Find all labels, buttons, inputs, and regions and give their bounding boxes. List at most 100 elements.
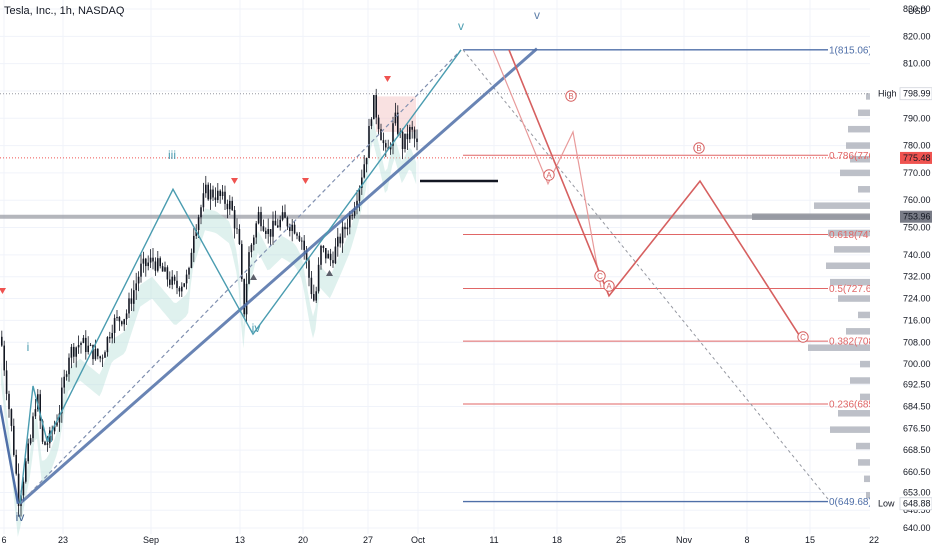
candle-body xyxy=(32,416,34,439)
candle-body xyxy=(46,443,49,445)
volume-profile-bar xyxy=(846,328,870,335)
correction-label-circle xyxy=(543,169,555,181)
price-tick-label: 646.50 xyxy=(903,505,931,515)
candle-body xyxy=(226,203,229,210)
candle-body xyxy=(327,253,329,259)
candle-body xyxy=(253,237,255,245)
last-price-text: 775.48 xyxy=(903,153,931,163)
candle-body xyxy=(303,240,305,250)
candle-body xyxy=(214,197,217,200)
volume-profile-bar xyxy=(858,459,870,466)
time-tick-label: 15 xyxy=(805,535,815,545)
fib-level-label: 0.236(685.40) xyxy=(829,399,891,410)
candle-body xyxy=(409,126,411,140)
candle-body xyxy=(73,346,75,357)
candle-body xyxy=(375,95,377,118)
fib-level-label: 1(815.06) xyxy=(829,45,872,56)
candle-body xyxy=(289,226,291,232)
volume-profile-bar xyxy=(864,475,870,483)
volume-profile-bar xyxy=(858,311,870,319)
candle-body xyxy=(121,321,123,325)
candle-body xyxy=(207,184,209,200)
candle-body xyxy=(320,245,322,265)
candle-body xyxy=(5,370,8,394)
candle-body xyxy=(104,352,106,358)
price-tick-label: 676.50 xyxy=(903,423,931,433)
correction-label-circle xyxy=(594,270,606,282)
candle-body xyxy=(3,345,5,371)
candle-body xyxy=(209,189,212,200)
last-price-tag xyxy=(900,151,932,164)
candle-body xyxy=(25,461,27,482)
candle-body xyxy=(370,119,373,126)
candle-body xyxy=(197,217,200,230)
time-tick-label: 27 xyxy=(363,535,373,545)
volume-profile-bar xyxy=(866,491,870,499)
candle-body xyxy=(274,220,277,226)
fib-level-label: 0.5(727.69) xyxy=(829,284,880,295)
channel-dashed-line xyxy=(19,49,462,504)
candle-body xyxy=(231,200,233,211)
price-tick-label: 724.00 xyxy=(903,294,931,304)
candle-body xyxy=(202,193,205,208)
correction-label-C: C xyxy=(800,333,806,342)
time-axis[interactable]: 6 23 Sep 13 20 27 Oct 11 18 25 Nov 8 15 22 xyxy=(1,535,879,545)
candle-body xyxy=(106,337,109,353)
candle-body xyxy=(404,133,406,149)
candle-body xyxy=(269,229,272,237)
candle-body xyxy=(416,138,418,143)
candle-body xyxy=(322,245,325,249)
candle-body xyxy=(113,318,116,333)
fib-level-label: 0(649.68) xyxy=(829,497,872,508)
candle-body xyxy=(339,236,341,244)
candle-body xyxy=(49,430,51,444)
candle-body xyxy=(281,212,284,220)
candle-body xyxy=(205,184,207,194)
price-tick-label: 660.50 xyxy=(903,467,931,477)
extreme-price-text: 798.99 xyxy=(903,89,931,99)
candle-body xyxy=(380,129,382,141)
candle-body xyxy=(118,316,121,322)
candle-body xyxy=(385,143,387,148)
candle-body xyxy=(272,220,274,237)
candle-body xyxy=(61,387,63,414)
time-tick-label: 6 xyxy=(1,535,6,545)
price-axis[interactable]: 640.00 646.50 653.00 660.50 668.50 676.50 684.… xyxy=(870,0,932,550)
candle-body xyxy=(349,214,351,228)
candle-body xyxy=(219,190,221,197)
time-tick-label: 20 xyxy=(298,535,308,545)
candle-body xyxy=(277,225,279,228)
candle-body xyxy=(368,125,370,158)
candle-body xyxy=(286,217,289,227)
level-price-text: 753.96 xyxy=(903,212,931,222)
candle-body xyxy=(109,337,111,339)
candle-body xyxy=(183,283,185,287)
reference-lines xyxy=(0,93,870,219)
candle-body xyxy=(361,177,363,189)
extreme-price-tag-label: High xyxy=(878,89,897,99)
candle-body xyxy=(39,394,41,421)
grid-lines xyxy=(0,0,875,534)
volume-profile-bar xyxy=(850,155,870,163)
candle-body xyxy=(99,356,101,359)
time-tick-label: 18 xyxy=(552,535,562,545)
candle-body xyxy=(341,226,344,244)
volume-profile-bar xyxy=(828,229,870,237)
candle-body xyxy=(377,117,380,130)
candle-body xyxy=(305,249,308,261)
candle-body xyxy=(224,191,226,204)
price-tick-label: 830.00 xyxy=(903,4,931,14)
extreme-price-tag xyxy=(899,497,932,511)
candle-body xyxy=(284,212,286,218)
price-tick-label: 684.50 xyxy=(903,401,931,411)
candle-body xyxy=(68,357,70,375)
correction-label-circle xyxy=(603,280,615,292)
volume-profile-bar xyxy=(856,442,870,450)
candle-body xyxy=(221,191,224,197)
down-arrow-marker xyxy=(302,178,309,184)
candle-body xyxy=(262,226,265,231)
candle-body xyxy=(87,345,89,353)
